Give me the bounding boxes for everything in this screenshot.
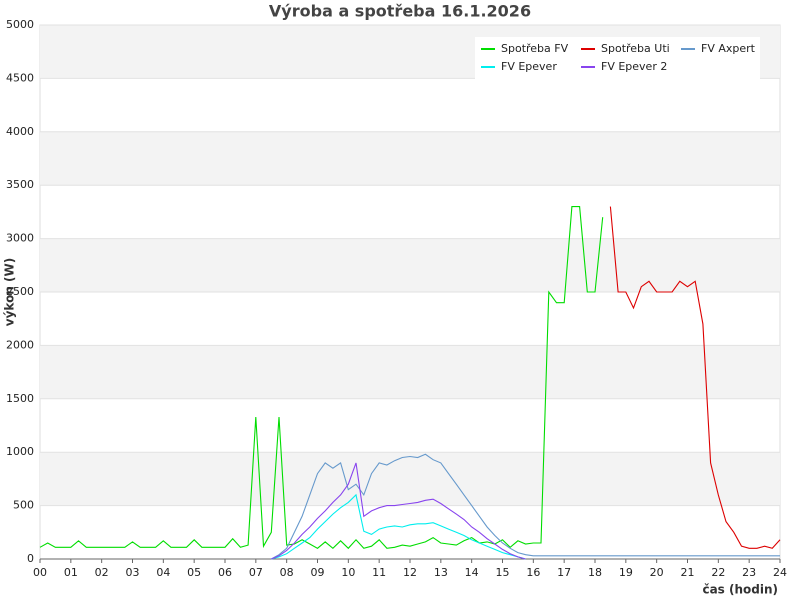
x-tick-label: 16: [526, 566, 540, 579]
x-axis-label: čas (hodin): [702, 583, 778, 597]
series-line: [609, 206, 781, 549]
series-line: [271, 493, 526, 560]
x-tick-label: 07: [249, 566, 263, 579]
x-tick-label: 01: [64, 566, 78, 579]
y-tick-label: 2500: [6, 285, 34, 298]
y-tick-label: 3500: [6, 178, 34, 191]
x-tick-label: 10: [341, 566, 355, 579]
grid-band: [40, 452, 780, 506]
x-tick-label: 15: [496, 566, 510, 579]
x-tick-label: 23: [742, 566, 756, 579]
legend-box: [475, 37, 760, 79]
grid-band: [40, 131, 780, 186]
legend-label: Spotřeba Uti: [601, 42, 670, 55]
grid-band: [40, 345, 780, 399]
x-tick-label: 04: [156, 566, 170, 579]
x-tick-label: 02: [95, 566, 109, 579]
x-tick-label: 21: [681, 566, 695, 579]
chart-title: Výroba a spotřeba 16.1.2026: [269, 2, 531, 21]
x-tick-label: 18: [588, 566, 602, 579]
y-tick-label: 4500: [6, 71, 34, 84]
y-tick-label: 0: [27, 552, 34, 565]
x-tick-label: 09: [311, 566, 325, 579]
y-tick-label: 1500: [6, 392, 34, 405]
y-tick-label: 500: [13, 499, 34, 512]
x-tick-label: 11: [372, 566, 386, 579]
x-tick-label: 19: [619, 566, 633, 579]
series-line: [271, 453, 780, 560]
legend-label: FV Epever: [501, 60, 557, 73]
grid-band: [40, 238, 780, 292]
x-tick-label: 13: [434, 566, 448, 579]
x-tick-label: 06: [218, 566, 232, 579]
series-line: [271, 462, 526, 560]
x-tick-label: 12: [403, 566, 417, 579]
legend: Spotřeba FV Spotřeba Uti FV Axpert FV Epeve…: [475, 37, 760, 79]
x-tick-label: 22: [711, 566, 725, 579]
y-tick-label: 5000: [6, 18, 34, 31]
y-tick-label: 2000: [6, 338, 34, 351]
x-tick-label: 20: [650, 566, 664, 579]
legend-label: Spotřeba FV: [501, 42, 569, 55]
y-axis-label: výkon (W): [3, 258, 17, 326]
x-tick-label: 00: [33, 566, 47, 579]
x-tick-label: 24: [773, 566, 787, 579]
y-tick-label: 1000: [6, 445, 34, 458]
legend-label: FV Epever 2: [601, 60, 667, 73]
x-tick-label: 03: [126, 566, 140, 579]
x-tick-label: 05: [187, 566, 201, 579]
x-tick-label: 08: [280, 566, 294, 579]
y-tick-label: 4000: [6, 125, 34, 138]
x-tick-label: 17: [557, 566, 571, 579]
x-tick-label: 14: [465, 566, 479, 579]
series-line: [39, 206, 604, 550]
legend-label: FV Axpert: [701, 42, 756, 55]
y-tick-label: 3000: [6, 232, 34, 245]
